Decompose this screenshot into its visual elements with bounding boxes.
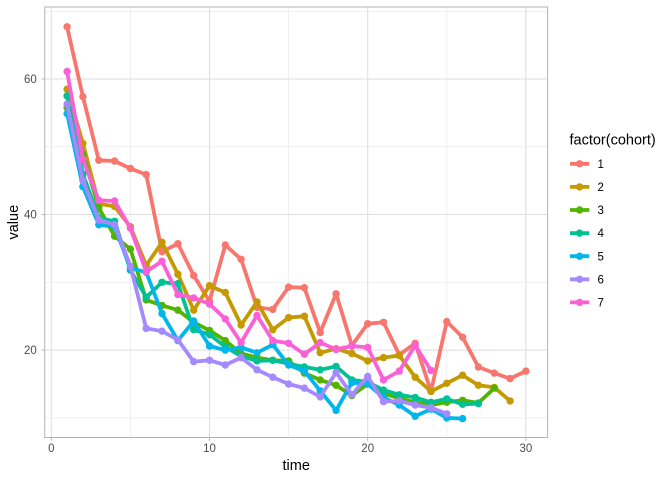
svg-text:60: 60 — [24, 74, 37, 86]
svg-text:7: 7 — [598, 298, 604, 310]
svg-text:4: 4 — [598, 228, 605, 240]
svg-text:20: 20 — [361, 443, 374, 455]
svg-text:20: 20 — [24, 345, 37, 357]
svg-text:1: 1 — [598, 159, 604, 171]
svg-text:6: 6 — [598, 274, 604, 286]
svg-text:5: 5 — [598, 251, 604, 263]
svg-text:2: 2 — [598, 182, 604, 194]
svg-text:factor(cohort): factor(cohort) — [570, 133, 656, 149]
svg-text:3: 3 — [598, 205, 604, 217]
svg-text:0: 0 — [48, 443, 54, 455]
svg-text:10: 10 — [203, 443, 216, 455]
svg-text:value: value — [6, 205, 22, 240]
svg-text:30: 30 — [520, 443, 533, 455]
svg-text:40: 40 — [24, 210, 37, 222]
svg-text:time: time — [282, 458, 309, 474]
